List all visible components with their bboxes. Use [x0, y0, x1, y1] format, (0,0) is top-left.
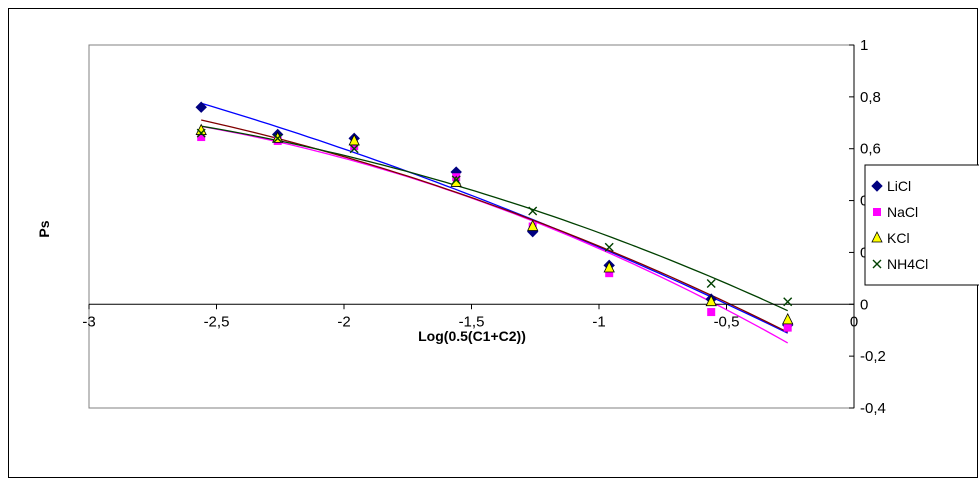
point-nh4cl [196, 128, 206, 138]
x-axis: -3 -2,5 -2 -1,5 -1 -0,5 0 [82, 303, 858, 330]
plot-area [88, 44, 855, 409]
data-markers [195, 101, 794, 332]
y-tick-label: -0,4 [860, 400, 886, 417]
legend-marker-nacl [873, 208, 881, 216]
legend-marker-nh4cl [872, 259, 882, 269]
point-licl [195, 101, 207, 113]
chart-frame: -3-2,5-2-1,5-1-0,50 -0,4-0,200,20,40,60,… [8, 8, 979, 478]
y-tick-label: 0,6 [860, 141, 881, 158]
point-nacl [197, 133, 206, 142]
point-nh4cl [349, 144, 359, 154]
point-nacl [605, 269, 614, 278]
y-axis-title: Ps [36, 220, 52, 237]
point-nacl [783, 323, 792, 332]
point-nh4cl [451, 175, 461, 185]
point-nh4cl [273, 133, 283, 143]
y-tick-label: 0 [860, 296, 868, 313]
point-nh4cl [604, 242, 614, 252]
trendline-kcl [201, 119, 788, 333]
legend-label-kcl: KCl [887, 230, 910, 246]
point-nh4cl [783, 297, 793, 307]
x-tick-label: -0,5 [714, 313, 740, 330]
point-kcl [603, 261, 615, 273]
legend: LiCl NaCl KCl NH4Cl [864, 164, 979, 286]
x-tick-label: -2,5 [204, 313, 230, 330]
legend-label-licl: LiCl [887, 178, 911, 194]
legend-label-nh4cl: NH4Cl [887, 256, 928, 272]
legend-label-nacl: NaCl [887, 204, 918, 220]
trendlines [201, 102, 789, 344]
point-nh4cl [706, 279, 716, 289]
legend-marker-kcl [871, 231, 883, 243]
point-kcl [348, 134, 360, 146]
point-kcl [527, 219, 539, 231]
point-kcl [705, 294, 717, 307]
x-tick-label: -1 [592, 313, 605, 330]
point-nacl [350, 142, 359, 151]
point-kcl [782, 312, 794, 325]
point-nacl [707, 308, 716, 317]
x-tick-label: -2 [337, 313, 350, 330]
point-nh4cl [528, 206, 538, 216]
x-tick-label: -1,5 [459, 313, 485, 330]
trendline-nh4cl [201, 125, 788, 312]
y-tick-label: 1 [860, 37, 868, 54]
x-tick-label: -3 [82, 313, 95, 330]
y-tick-label: -0,2 [860, 348, 886, 365]
point-kcl [272, 131, 284, 143]
x-axis-title: Log(0.5(C1+C2)) [418, 328, 526, 344]
legend-box [864, 164, 979, 286]
legend-marker-licl [871, 180, 883, 192]
point-kcl [195, 123, 207, 135]
chart-svg: -3-2,5-2-1,5-1-0,50 -0,4-0,200,20,40,60,… [36, 37, 979, 417]
y-tick-label: 0,8 [860, 89, 881, 106]
trendline-licl [201, 102, 788, 334]
